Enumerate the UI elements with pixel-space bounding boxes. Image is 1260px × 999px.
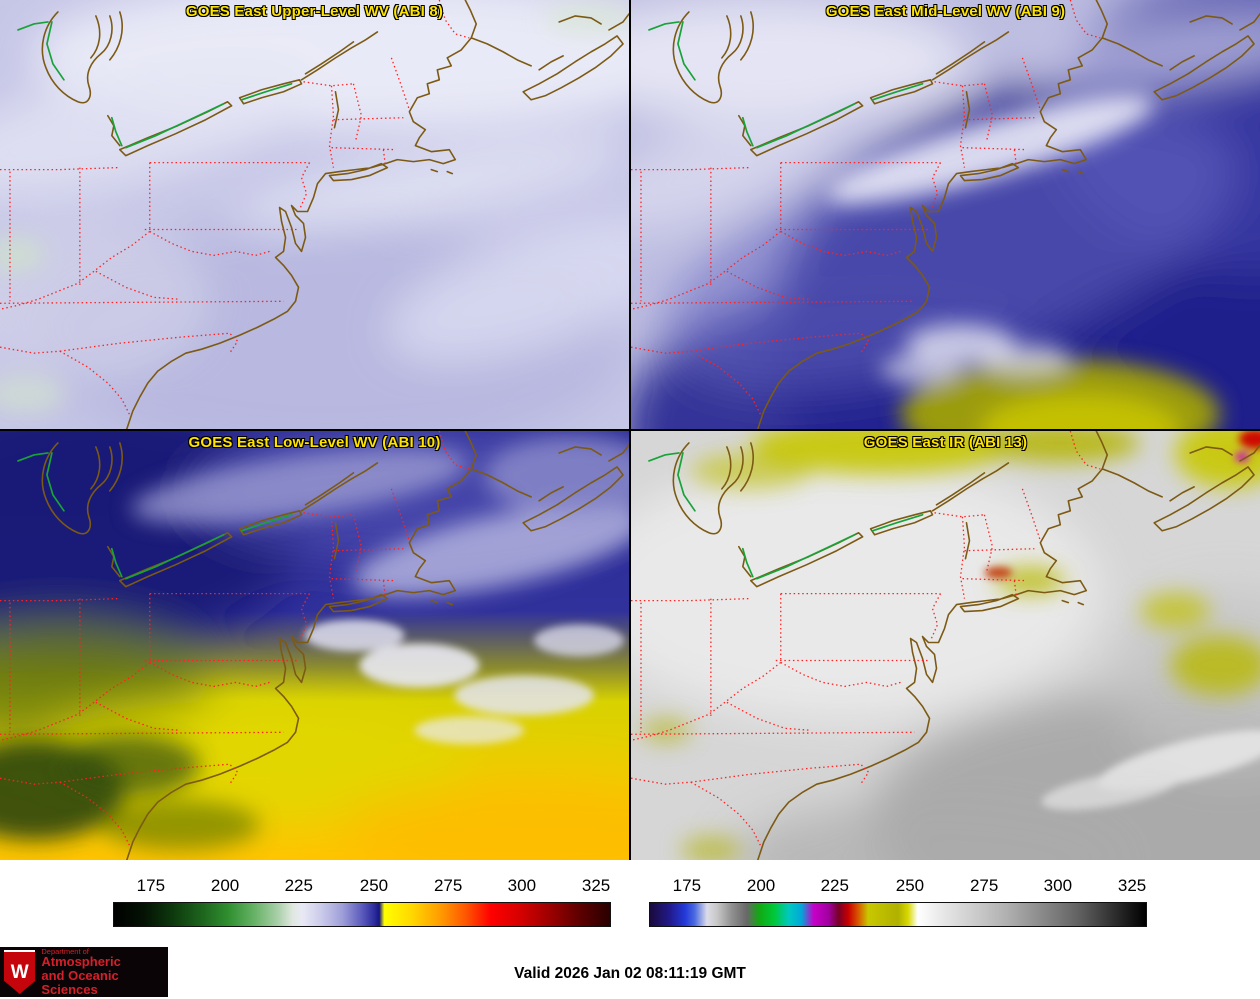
panel-low-level-wv: GOES East Low-Level WV (ABI 10) [0, 431, 629, 860]
ir-colorbar: 175 200 225 250 275 300 325 [649, 876, 1147, 945]
wv-colorbar-ticks: 175 200 225 250 275 300 325 [113, 876, 611, 900]
valid-time-label: Valid 2026 Jan 02 08:11:19 GMT [514, 965, 746, 982]
uw-aos-logo: W Department of Atmospheric and Oceanic … [0, 947, 168, 997]
colorbar-tick-label: 225 [284, 876, 313, 895]
colorbar-tick-label: 325 [581, 876, 611, 895]
logo-line-1: Atmospheric [41, 954, 121, 970]
colorbar-tick-label: 175 [136, 876, 166, 895]
panel-title-abi10: GOES East Low-Level WV (ABI 10) [188, 434, 441, 451]
colorbar-tick-label: 300 [507, 876, 537, 895]
footer: W Department of Atmospheric and Oceanic … [0, 945, 1260, 999]
satellite-image-abi10 [0, 431, 629, 860]
colorbar-tick-label: 275 [969, 876, 999, 895]
wv-colorbar: 175 200 225 250 275 300 325 [113, 876, 611, 945]
legend-row: 175 200 225 250 275 300 325 175 200 225 250 275 300… [0, 860, 1260, 945]
colorbar-tick-label: 175 [672, 876, 702, 895]
colorbar-tick-label: 200 [746, 876, 776, 895]
colorbar-tick-label: 250 [359, 876, 389, 895]
satellite-image-abi9 [631, 0, 1260, 429]
logo-line-2: and Oceanic Sciences [41, 968, 119, 997]
colorbar-tick-label: 325 [1117, 876, 1147, 895]
ir-colorbar-gradient [649, 902, 1147, 927]
panel-upper-level-wv: GOES East Upper-Level WV (ABI 8) [0, 0, 629, 429]
satellite-quad-grid: GOES East Upper-Level WV (ABI 8) [0, 0, 1260, 860]
logo-text: Department of Atmospheric and Oceanic Sc… [41, 946, 168, 997]
panel-mid-level-wv: GOES East Mid-Level WV (ABI 9) [631, 0, 1260, 429]
colorbar-tick-label: 275 [433, 876, 463, 895]
satellite-image-abi13 [631, 431, 1260, 860]
ir-colorbar-ticks: 175 200 225 250 275 300 325 [649, 876, 1147, 900]
colorbar-tick-label: 250 [895, 876, 925, 895]
colorbar-tick-label: 225 [820, 876, 849, 895]
panel-title-abi13: GOES East IR (ABI 13) [863, 434, 1028, 451]
colorbar-tick-label: 200 [210, 876, 240, 895]
panel-title-abi9: GOES East Mid-Level WV (ABI 9) [825, 3, 1066, 20]
satellite-image-abi8 [0, 0, 629, 429]
panel-title-abi8: GOES East Upper-Level WV (ABI 8) [185, 3, 444, 20]
panel-ir: GOES East IR (ABI 13) [631, 431, 1260, 860]
logo-dept-line: Department of [41, 946, 89, 956]
colorbar-tick-label: 300 [1043, 876, 1073, 895]
wv-colorbar-gradient [113, 902, 611, 927]
